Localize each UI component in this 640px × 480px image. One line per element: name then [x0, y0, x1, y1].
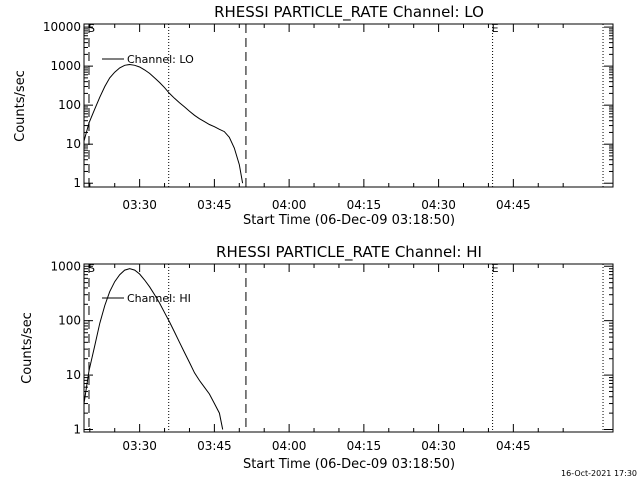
- x-tick-label: 04:45: [496, 439, 531, 453]
- series-line-hi: [83, 268, 224, 430]
- footer-timestamp: 16-Oct-2021 17:30: [561, 469, 637, 478]
- y-tick-label: 100: [58, 98, 81, 112]
- plot-frame-hi: [83, 263, 614, 433]
- legend-label-lo: Channel: LO: [127, 53, 194, 66]
- x-tick-label: 04:00: [272, 439, 307, 453]
- y-tick-label: 1: [73, 176, 81, 190]
- series-lo: [83, 63, 244, 184]
- x-ticks-hi: 03:30 03:45 04:00 04:15 04:30 04:45: [89, 264, 614, 453]
- y-tick-label: 10: [66, 137, 81, 151]
- x-tick-label: 03:45: [197, 439, 232, 453]
- x-tick-label: 04:30: [421, 198, 456, 212]
- y-tick-label: 1000: [50, 259, 81, 273]
- x-ticks-lo: 03:30 03:45 04:00 04:15 04:30 04:45: [89, 24, 614, 212]
- x-tick-label: 04:45: [496, 198, 531, 212]
- legend-lo: Channel: LO: [102, 53, 194, 66]
- series-line-lo: [83, 63, 244, 184]
- x-tick-label: 03:30: [122, 198, 157, 212]
- x-axis-label-hi: Start Time (06-Dec-09 03:18:50): [243, 457, 455, 472]
- chart-title-lo: RHESSI PARTICLE_RATE Channel: LO: [214, 3, 484, 22]
- marker-e: E: [492, 262, 499, 275]
- panel-lo: RHESSI PARTICLE_RATE Channel: LO Counts/…: [13, 3, 614, 228]
- y-tick-label: 100: [58, 314, 81, 328]
- x-tick-label: 04:15: [347, 439, 382, 453]
- chart-title-hi: RHESSI PARTICLE_RATE Channel: HI: [216, 243, 482, 262]
- x-tick-label: 04:00: [272, 198, 307, 212]
- marker-e: E: [492, 22, 499, 35]
- plot-frame-lo: [83, 23, 614, 188]
- y-tick-label: 1000: [50, 59, 81, 73]
- vlines-lo: [88, 24, 604, 187]
- vlines-hi: [88, 264, 604, 432]
- marker-s: S: [88, 262, 95, 275]
- legend-label-hi: Channel: HI: [127, 292, 191, 305]
- y-tick-label: 1: [73, 423, 81, 437]
- y-tick-label: 10: [66, 368, 81, 382]
- x-tick-label: 04:15: [347, 198, 382, 212]
- marker-s: S: [88, 22, 95, 35]
- y-ticks-hi: 1 10 100 1000: [50, 259, 613, 437]
- series-hi: [83, 268, 224, 430]
- y-axis-label-lo: Counts/sec: [13, 70, 28, 142]
- y-tick-label: 10000: [43, 20, 81, 34]
- y-ticks-lo: 1 10 100 1000 10000: [43, 20, 613, 190]
- y-axis-label-hi: Counts/sec: [20, 312, 35, 384]
- x-tick-label: 03:30: [122, 439, 157, 453]
- x-axis-label-lo: Start Time (06-Dec-09 03:18:50): [243, 213, 455, 228]
- panel-hi: RHESSI PARTICLE_RATE Channel: HI Counts/…: [20, 243, 614, 472]
- legend-hi: Channel: HI: [102, 292, 191, 305]
- x-tick-label: 03:45: [197, 198, 232, 212]
- x-tick-label: 04:30: [421, 439, 456, 453]
